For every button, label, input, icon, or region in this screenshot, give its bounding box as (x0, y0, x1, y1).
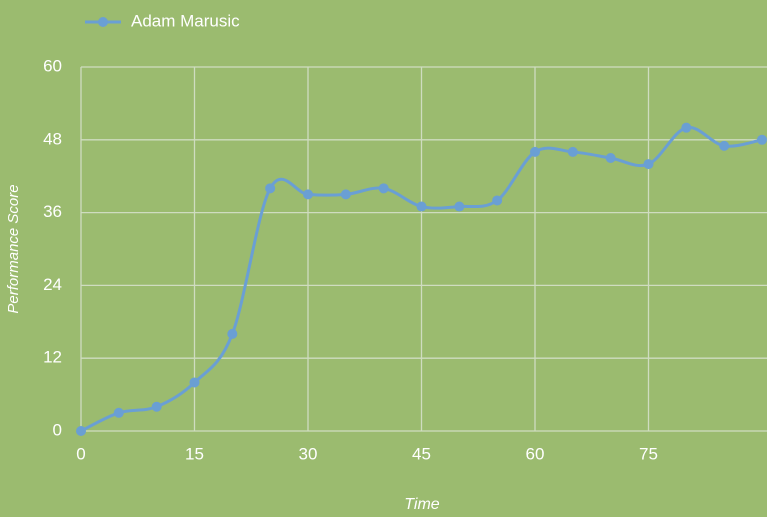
data-point (643, 159, 654, 170)
data-point (151, 401, 162, 412)
data-point (605, 153, 616, 163)
x-tick-label: 60 (526, 444, 545, 463)
legend-label: Adam Marusic (131, 11, 240, 30)
data-point (530, 146, 540, 157)
y-tick-label: 0 (53, 420, 62, 439)
y-tick-label: 24 (43, 275, 62, 294)
y-tick-label: 36 (43, 202, 62, 221)
data-point (454, 201, 465, 212)
x-tick-label: 0 (76, 444, 85, 463)
data-point (76, 426, 86, 436)
data-point (416, 201, 427, 212)
data-point (189, 377, 200, 388)
data-point (265, 183, 276, 194)
data-point (757, 134, 767, 145)
x-tick-label: 15 (185, 444, 204, 463)
data-point (492, 195, 503, 206)
data-point (681, 122, 692, 133)
data-point (567, 146, 578, 157)
legend-marker (98, 17, 108, 27)
data-point (113, 407, 124, 418)
data-point (303, 189, 313, 200)
data-point (378, 183, 389, 194)
y-tick-label: 12 (43, 348, 62, 367)
data-point (227, 328, 238, 339)
y-tick-label: 48 (43, 129, 62, 148)
x-tick-label: 30 (299, 444, 318, 463)
x-tick-label: 45 (412, 444, 431, 463)
data-point (719, 140, 730, 151)
data-point (340, 189, 351, 200)
x-tick-label: 75 (639, 444, 658, 463)
y-tick-label: 60 (43, 56, 62, 75)
y-axis-label: Performance Score (5, 184, 22, 313)
x-axis-label: Time (404, 496, 440, 513)
